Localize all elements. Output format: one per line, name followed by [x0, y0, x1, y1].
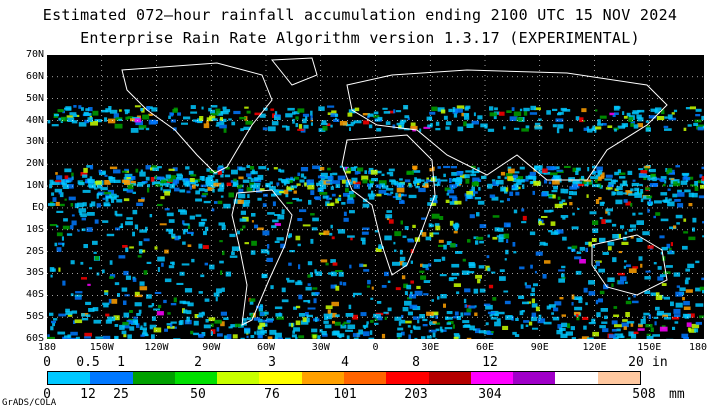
mm-tick-label: 508: [632, 387, 656, 402]
mm-tick-label: 50: [190, 387, 206, 402]
latitude-label: 10S: [25, 223, 44, 235]
credit-text: GrADS/COLA: [2, 398, 57, 408]
latitude-label: EQ: [31, 201, 44, 213]
longitude-label: 180: [688, 342, 708, 353]
mm-tick-label: 203: [404, 387, 428, 402]
map-title: Estimated 072—hour rainfall accumulation…: [42, 6, 678, 24]
inch-tick-label: 2: [194, 355, 202, 370]
longitude-label: 60W: [256, 342, 276, 353]
longitude-label: 90E: [530, 342, 549, 353]
inch-tick-label: 0.5: [76, 355, 100, 370]
longitude-label: 60E: [475, 342, 495, 353]
colorbar-segment: [174, 372, 218, 384]
longitude-label: 30E: [421, 342, 440, 353]
inch-unit-label: in: [652, 355, 668, 370]
colorbar-segment: [597, 372, 640, 384]
europe-asia-outline: [346, 69, 668, 181]
colorbar: [47, 371, 641, 385]
longitude-label: 30W: [311, 342, 330, 353]
latitude-label: 30S: [25, 267, 44, 279]
colorbar-segment: [301, 372, 344, 384]
mm-tick-label: 12: [80, 387, 96, 402]
colorbar-segment: [555, 372, 598, 384]
colorbar-segment: [48, 372, 91, 384]
colorbar-segment: [259, 372, 302, 384]
colorbar-segment: [470, 372, 514, 384]
latitude-label: 70N: [25, 49, 44, 60]
colorbar-segment: [386, 372, 429, 384]
latitude-label: 20N: [25, 158, 44, 170]
australia-outline: [591, 234, 668, 296]
south-america-outline: [231, 189, 293, 326]
africa-outline: [341, 134, 436, 276]
latitude-label: 60N: [25, 70, 44, 82]
colorbar-segment: [132, 372, 175, 384]
longitude-label: 150E: [637, 342, 662, 353]
latitude-label: 10N: [25, 180, 44, 192]
latitude-label: 50S: [25, 311, 44, 323]
longitude-label: 120W: [144, 342, 169, 353]
map-subtitle: Enterprise Rain Rate Algorithm version 1…: [80, 29, 640, 47]
mm-tick-label: 76: [264, 387, 280, 402]
colorbar-segment: [513, 372, 556, 384]
longitude-label: 120E: [582, 342, 607, 353]
longitude-label: 90W: [202, 342, 221, 353]
rainfall-field: [47, 105, 704, 339]
mm-tick-label: 101: [333, 387, 357, 402]
longitude-label: 150W: [89, 342, 114, 353]
colorbar-segment: [343, 372, 387, 384]
rainfall-map: [47, 55, 704, 339]
mm-tick-label: 304: [478, 387, 502, 402]
inch-tick-label: 20: [628, 355, 644, 370]
map-canvas: [47, 55, 704, 339]
inch-tick-label: 8: [412, 355, 420, 370]
mm-tick-label: 0: [43, 387, 51, 402]
north-america-outline: [121, 62, 273, 174]
latitude-label: 30N: [25, 136, 44, 148]
longitude-label: 180: [37, 342, 57, 353]
longitude-label: 0: [372, 342, 379, 353]
latitude-label: 60S: [25, 333, 44, 344]
colorbar-segment: [428, 372, 471, 384]
mm-unit-label: mm: [669, 387, 685, 402]
inch-tick-label: 3: [268, 355, 276, 370]
inch-tick-label: 0: [43, 355, 51, 370]
colorbar-segment: [90, 372, 133, 384]
latitude-label: 40S: [25, 289, 44, 301]
inch-tick-label: 12: [482, 355, 498, 370]
inch-tick-label: 4: [341, 355, 349, 370]
latitude-label: 40N: [25, 114, 44, 126]
latitude-label: 50N: [25, 92, 44, 104]
inch-tick-label: 1: [117, 355, 125, 370]
latitude-label: 20S: [25, 245, 44, 257]
greenland-outline: [270, 57, 318, 86]
mm-tick-label: 25: [113, 387, 129, 402]
colorbar-segment: [217, 372, 260, 384]
